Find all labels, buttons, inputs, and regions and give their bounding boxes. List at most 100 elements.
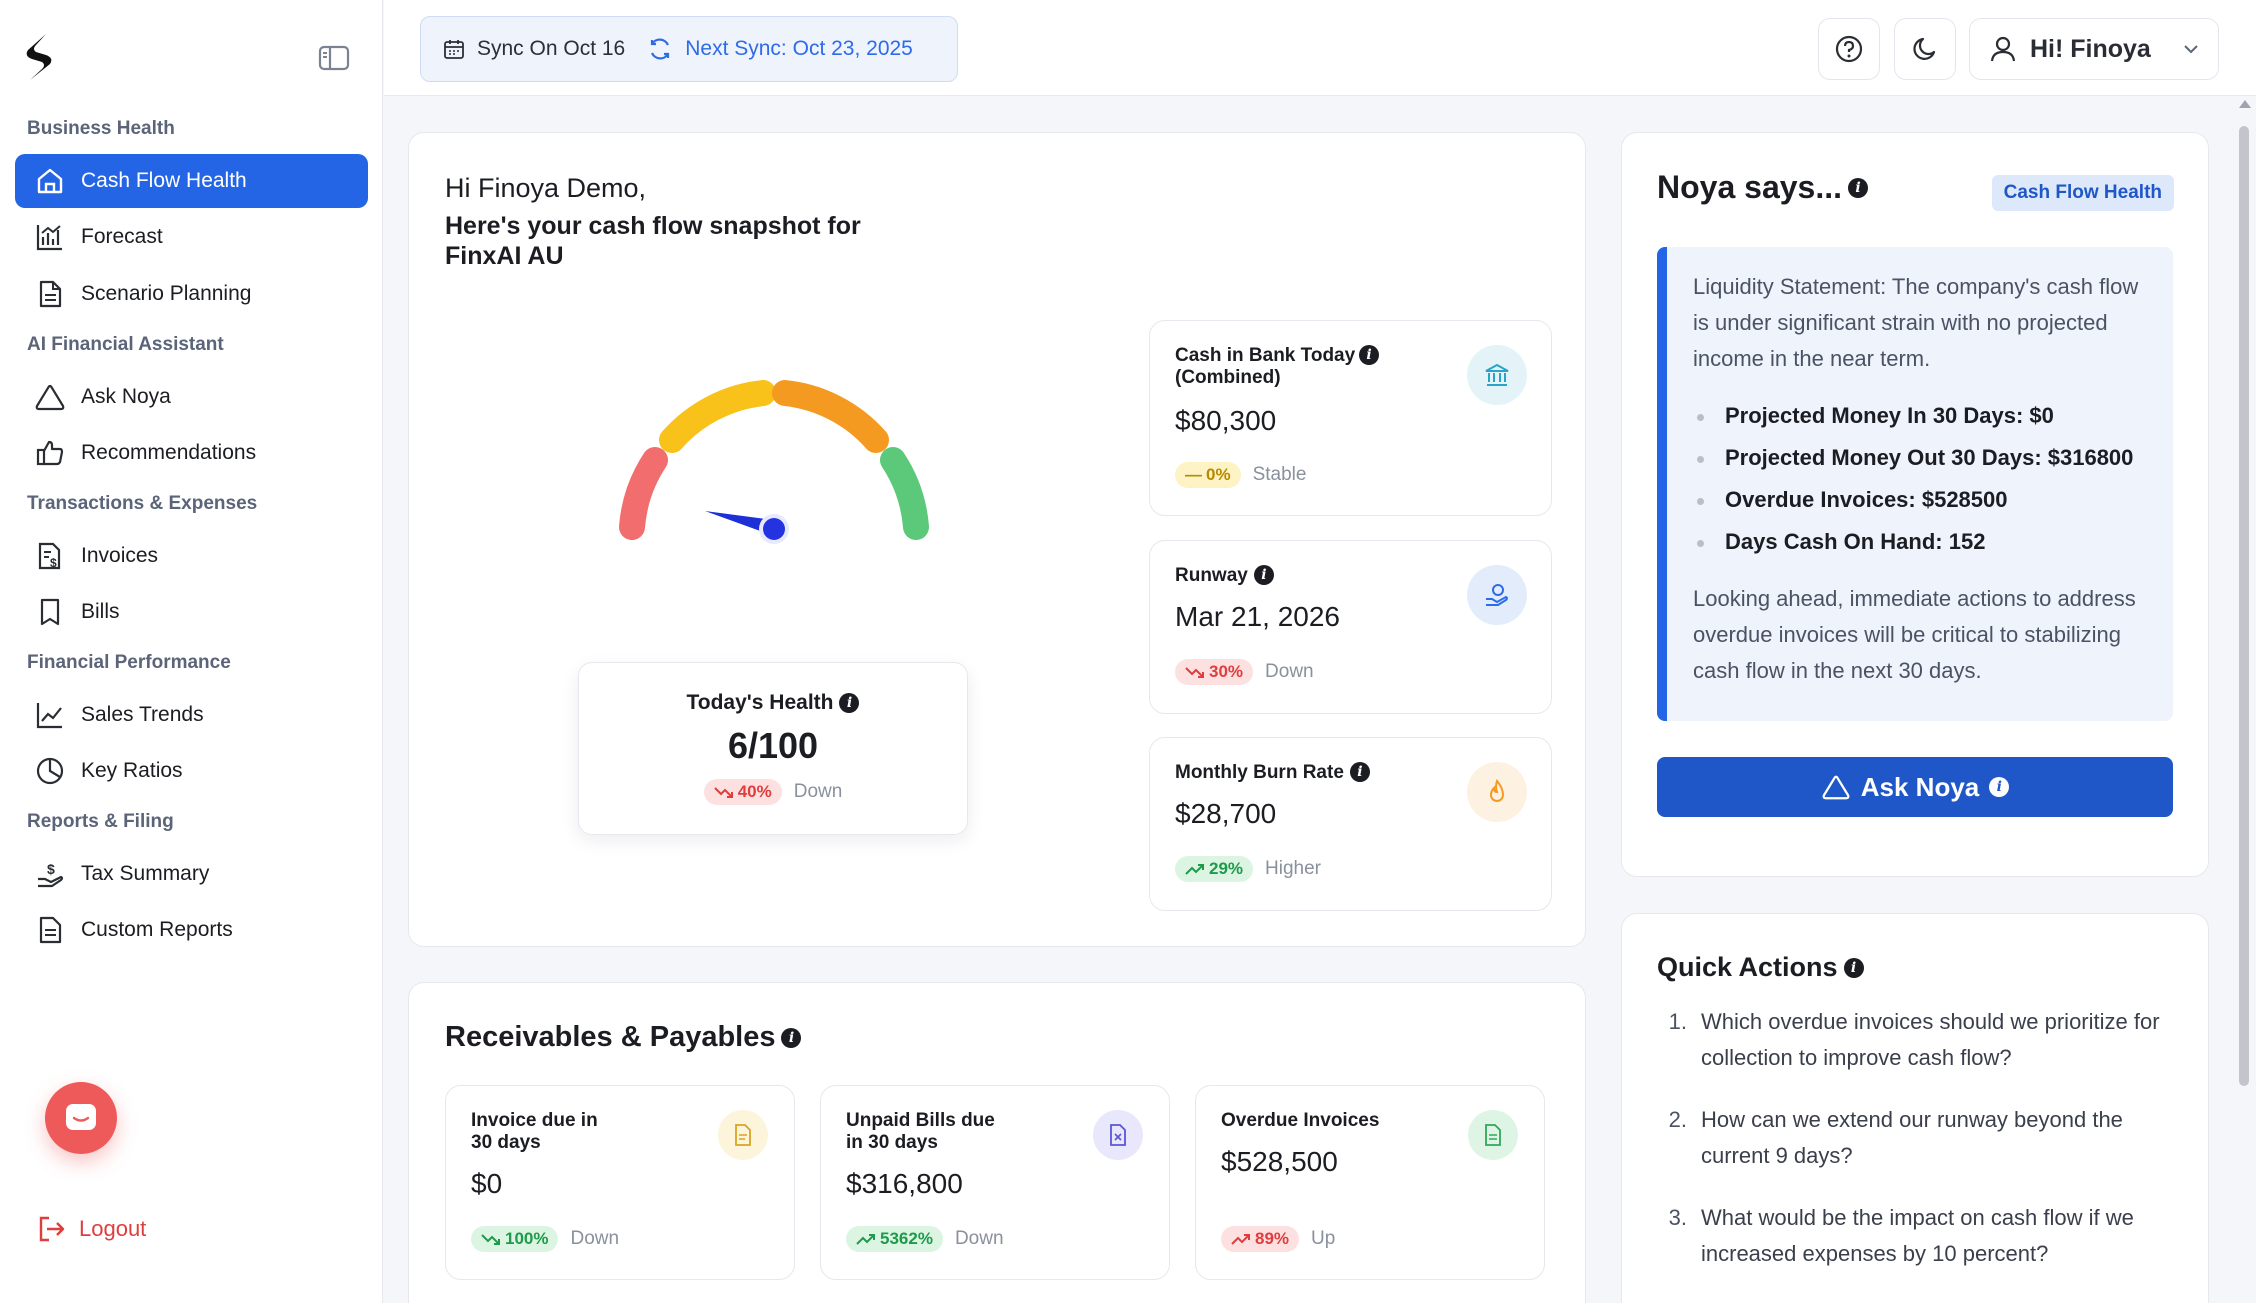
scrollbar[interactable]: [2234, 96, 2256, 1303]
next-sync-button[interactable]: Next Sync: Oct 23, 2025: [647, 36, 913, 62]
trend-up-icon: [1185, 862, 1205, 876]
logout-button[interactable]: Logout: [35, 1213, 146, 1245]
help-button[interactable]: [1818, 18, 1880, 80]
hand-coins-icon: [1467, 565, 1527, 625]
change-value: 29%: [1209, 859, 1244, 878]
card-title: Invoice due in 30 days: [471, 1110, 598, 1153]
quick-action-item[interactable]: 2. How can we extend our runway beyond th…: [1657, 1102, 2177, 1174]
change-badge: 29%: [1175, 856, 1254, 882]
trend-label: Up: [1311, 1228, 1336, 1249]
triangle-icon: [33, 380, 67, 414]
overdue-invoices-card[interactable]: Overdue Invoices $528,500 89% Up: [1195, 1085, 1545, 1280]
health-title: Today's Health: [686, 691, 834, 714]
info-icon[interactable]: i: [1359, 345, 1379, 365]
refresh-icon: [647, 36, 673, 62]
card-title: Unpaid Bills due in 30 days: [846, 1110, 995, 1153]
change-badge: 100%: [471, 1226, 559, 1252]
ask-noya-button[interactable]: Ask Noya i: [1657, 757, 2173, 817]
theme-toggle-button[interactable]: [1894, 18, 1956, 80]
info-icon[interactable]: i: [1349, 762, 1370, 782]
sidebar-item-invoices[interactable]: $ Invoices: [15, 529, 368, 583]
user-greeting: Hi! Finoya: [2030, 34, 2151, 63]
metric-title: Monthly Burn Rate: [1175, 762, 1344, 783]
unpaid-bills-card[interactable]: Unpaid Bills due in 30 days $316,800 536…: [820, 1085, 1170, 1280]
scroll-up-icon[interactable]: [2239, 100, 2251, 108]
home-icon: [33, 164, 67, 198]
health-value: 6/100: [727, 725, 819, 766]
metric-title: Runway: [1175, 565, 1248, 586]
sidebar-item-label: Cash Flow Health: [81, 169, 247, 192]
sidebar-item-label: Ask Noya: [81, 385, 171, 408]
noya-intro: Liquidity Statement: The company's cash …: [1693, 274, 2139, 371]
sidebar-item-custom-reports[interactable]: Custom Reports: [15, 903, 368, 957]
burn-rate-card[interactable]: Monthly Burn Rate i $28,700 29% Higher: [1149, 737, 1552, 911]
trend-label: Stable: [1252, 464, 1307, 485]
bill-icon: [33, 595, 67, 629]
list-item: Overdue Invoices: $528500: [1693, 479, 2149, 521]
noya-title: Noya says...: [1657, 169, 1842, 205]
app-logo-icon[interactable]: [22, 32, 56, 82]
sidebar-item-key-ratios[interactable]: Key Ratios: [15, 744, 368, 798]
sidebar-item-sales-trends[interactable]: Sales Trends: [15, 688, 368, 742]
next-sync-label: Next Sync: Oct 23, 2025: [685, 37, 913, 60]
user-icon: [1988, 34, 2018, 64]
user-menu[interactable]: Hi! Finoya: [1969, 18, 2219, 80]
quick-action-item[interactable]: 3. What would be the impact on cash flow …: [1657, 1200, 2177, 1272]
bank-icon: [1467, 345, 1527, 405]
info-icon[interactable]: i: [839, 693, 860, 713]
card-value: $528,500: [1221, 1146, 1338, 1177]
sidebar-toggle-icon[interactable]: [318, 44, 350, 72]
sidebar-item-recommendations[interactable]: Recommendations: [15, 426, 368, 480]
noya-outro: Looking ahead, immediate actions to addr…: [1693, 586, 2136, 683]
runway-card[interactable]: Runway i Mar 21, 2026 30% Down: [1149, 540, 1552, 714]
chat-launcher-button[interactable]: [45, 1082, 117, 1154]
invoice-icon: $: [33, 539, 67, 573]
quick-actions-title: Quick Actions: [1657, 952, 1838, 982]
calendar-icon: [443, 38, 465, 60]
info-icon[interactable]: i: [1848, 177, 1868, 198]
logout-icon: [35, 1213, 67, 1245]
section-business-health: Business Health: [27, 118, 175, 139]
trend-line-icon: [33, 698, 67, 732]
sidebar-item-label: Invoices: [81, 544, 159, 567]
item-text: How can we extend our runway beyond the …: [1701, 1107, 2123, 1168]
section-financial-performance: Financial Performance: [27, 652, 231, 673]
info-icon[interactable]: i: [1843, 957, 1864, 978]
trend-down-icon: [1185, 665, 1205, 679]
card-value: $316,800: [846, 1168, 963, 1199]
card-value: $0: [471, 1168, 503, 1199]
info-icon[interactable]: i: [781, 1027, 802, 1048]
svg-text:$: $: [47, 861, 55, 877]
info-icon[interactable]: i: [1989, 777, 2010, 797]
sidebar-item-tax-summary[interactable]: $ Tax Summary: [15, 847, 368, 901]
sidebar-item-label: Forecast: [81, 225, 163, 248]
cash-in-bank-card[interactable]: Cash in Bank Today (Combined) i $80,300 …: [1149, 320, 1552, 516]
item-text: What would be the impact on cash flow if…: [1701, 1205, 2134, 1266]
metric-value: Mar 21, 2026: [1175, 601, 1340, 632]
sidebar-item-scenario-planning[interactable]: Scenario Planning: [15, 267, 368, 321]
receivables-payables-card: Receivables & Payables i Invoice due in 3…: [408, 982, 1586, 1303]
invoice-due-card[interactable]: Invoice due in 30 days $0 100% Down: [445, 1085, 795, 1280]
quick-action-item[interactable]: 1. Which overdue invoices should we prior…: [1657, 1004, 2177, 1076]
change-value: 5362%: [880, 1229, 933, 1248]
trend-down-icon: [713, 785, 734, 799]
sidebar-item-forecast[interactable]: Forecast: [15, 210, 368, 264]
sidebar-item-label: Custom Reports: [81, 918, 233, 941]
sidebar-item-cash-flow-health[interactable]: Cash Flow Health: [15, 154, 368, 208]
info-icon[interactable]: i: [1253, 565, 1274, 585]
noya-says-card: Noya says... i Cash Flow Health Liquidity…: [1621, 132, 2209, 877]
pie-chart-icon: [33, 754, 67, 788]
scrollbar-thumb[interactable]: [2239, 126, 2249, 1086]
trend-down-icon: [481, 1232, 501, 1246]
change-badge: —0%: [1175, 462, 1241, 488]
sidebar-item-bills[interactable]: Bills: [15, 585, 368, 639]
sidebar-item-ask-noya[interactable]: Ask Noya: [15, 370, 368, 424]
item-text: Which overdue invoices should we priorit…: [1701, 1009, 2160, 1070]
trend-label: Down: [954, 1228, 1004, 1249]
health-change-badge: 40%: [703, 779, 782, 805]
section-title: Receivables & Payables: [445, 1021, 776, 1053]
change-value: 89%: [1255, 1229, 1290, 1248]
trend-up-icon: [856, 1232, 876, 1246]
item-number: 2.: [1668, 1107, 1687, 1132]
trend-up-icon: [1231, 1232, 1251, 1246]
